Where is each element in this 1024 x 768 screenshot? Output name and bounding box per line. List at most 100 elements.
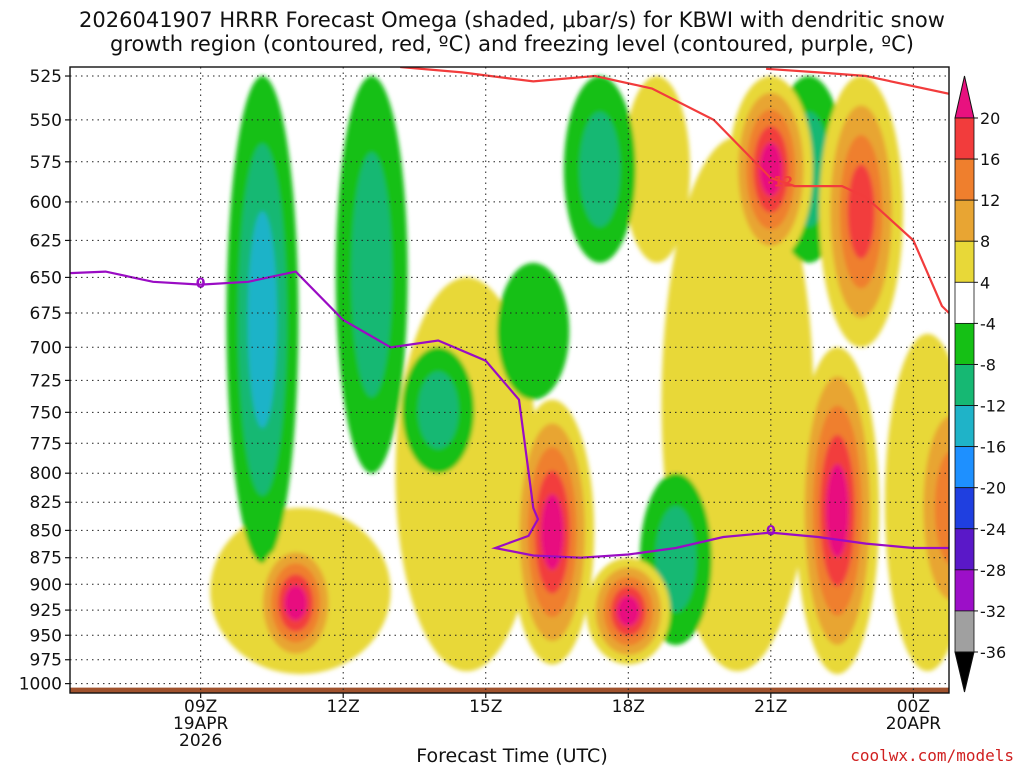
omega-region: [563, 76, 636, 263]
colorbar-swatch: [954, 487, 975, 530]
omega-contour-band: [759, 142, 783, 197]
contour-line: [70, 270, 949, 559]
colorbar-label: -36: [980, 643, 1006, 662]
terrain-strip: [70, 687, 949, 693]
y-tick-label: 750: [30, 403, 62, 423]
y-tick-label: 650: [30, 268, 62, 288]
colorbar-swatch: [954, 528, 975, 571]
colorbar-label: -32: [980, 602, 1006, 621]
y-tick-label: 975: [30, 651, 62, 671]
omega-contour-band: [497, 262, 570, 400]
colorbar-label: -16: [980, 438, 1006, 457]
y-tick-label: 950: [30, 626, 62, 646]
y-tick-label: 875: [30, 549, 62, 569]
colorbar-label: -4: [980, 314, 996, 333]
colorbar: 20 16 12 8 4 -4 -8 -12 -16 -20 -24 -28 -32 -36: [954, 75, 1006, 693]
colorbar-swatch: [954, 240, 975, 283]
x-axis-label: Forecast Time (UTC): [416, 745, 608, 767]
y-tick-label: 525: [30, 67, 62, 87]
colorbar-swatch: [954, 199, 975, 242]
omega-region: [402, 347, 475, 474]
chart-title-line-2: growth region (contoured, red, ºC) and f…: [110, 32, 914, 56]
colorbar-label: -24: [980, 520, 1006, 539]
omega-contour-band: [579, 111, 621, 227]
contour-label: 0: [766, 523, 776, 539]
colorbar-label: 4: [980, 273, 990, 292]
y-tick-label: 625: [30, 231, 62, 251]
colorbar-swatch: [954, 158, 975, 201]
omega-region: [510, 399, 595, 665]
colorbar-swatch: [954, 281, 975, 324]
colorbar-label: -12: [980, 397, 1006, 416]
colorbar-label: 12: [980, 191, 1000, 210]
omega-region: [819, 76, 904, 348]
colorbar-label: -28: [980, 561, 1006, 580]
y-tick-label: 550: [30, 111, 62, 131]
omega-region: [795, 347, 880, 675]
x-tick-label: 19APR: [173, 714, 229, 734]
y-tick-label: 800: [30, 464, 62, 484]
chart-title: 2026041907 HRRR Forecast Omega (shaded, …: [0, 8, 1024, 56]
x-tick-label: 12Z: [327, 697, 360, 717]
colorbar-label: 20: [980, 109, 1000, 128]
axes: 525 550 575 600 625 650 675 700 725 750 775 800 825 8…: [19, 66, 950, 751]
x-tick-label: 2026: [179, 731, 222, 751]
omega-contour-band: [351, 152, 392, 397]
credit-text: coolwx.com/models: [850, 746, 1014, 765]
x-tick-label: 00Z: [897, 697, 930, 717]
omega-region: [497, 262, 570, 400]
omega-weak-region: [623, 76, 691, 263]
colorbar-label: -20: [980, 479, 1006, 498]
omega-region: [909, 380, 949, 636]
x-tick-label: 21Z: [754, 697, 787, 717]
colorbar-label: -8: [980, 355, 996, 374]
colorbar-swatch: [954, 610, 975, 653]
x-tick-label: 18Z: [612, 697, 645, 717]
omega-contour-band: [825, 464, 849, 558]
chart-title-line-1: 2026041907 HRRR Forecast Omega (shaded, …: [79, 8, 945, 32]
omega-contour-band: [417, 371, 459, 449]
omega-contour-band: [540, 494, 564, 570]
colorbar-swatch: [954, 117, 975, 160]
omega-region: [728, 76, 813, 263]
contour-label: -12: [768, 174, 793, 190]
colorbar-swatch: [954, 364, 975, 406]
colorbar-label: 16: [980, 150, 1000, 169]
colorbar-swatch: [954, 405, 975, 448]
colorbar-label: 8: [980, 232, 990, 251]
omega-contour-band: [284, 585, 308, 621]
omega-contour-band: [909, 380, 949, 636]
colorbar-swatch: [954, 446, 975, 489]
contour-line: [766, 67, 949, 95]
x-tick-label: 09Z: [184, 697, 217, 717]
y-tick-label: 600: [30, 193, 62, 213]
x-tick-label: 15Z: [469, 697, 502, 717]
omega-contour-band: [847, 164, 875, 259]
colorbar-top-arrow: [954, 75, 975, 119]
y-tick-label: 700: [30, 338, 62, 358]
omega-region: [335, 76, 408, 474]
y-tick-label: 775: [30, 434, 62, 454]
y-tick-label: 1000: [19, 675, 62, 695]
omega-region: [226, 76, 299, 564]
y-tick-label: 725: [30, 371, 62, 391]
y-tick-label: 900: [30, 575, 62, 595]
colorbar-swatch: [954, 569, 975, 612]
contour-label: 0: [196, 276, 206, 292]
y-tick-label: 850: [30, 521, 62, 541]
omega-contour-band: [655, 506, 697, 613]
y-tick-label: 675: [30, 304, 62, 324]
colorbar-bottom-arrow: [954, 651, 975, 693]
omega-contour-band: [616, 595, 640, 627]
omega-region: [586, 557, 671, 665]
y-tick-label: 825: [30, 493, 62, 513]
colorbar-swatch: [954, 322, 975, 365]
omega-region: [253, 541, 338, 665]
omega-contour-band: [247, 211, 278, 428]
y-tick-label: 575: [30, 153, 62, 173]
plot-frame: [69, 66, 950, 694]
x-tick-label: 20APR: [886, 714, 942, 734]
omega-contour-band: [934, 451, 949, 564]
y-tick-label: 925: [30, 601, 62, 621]
